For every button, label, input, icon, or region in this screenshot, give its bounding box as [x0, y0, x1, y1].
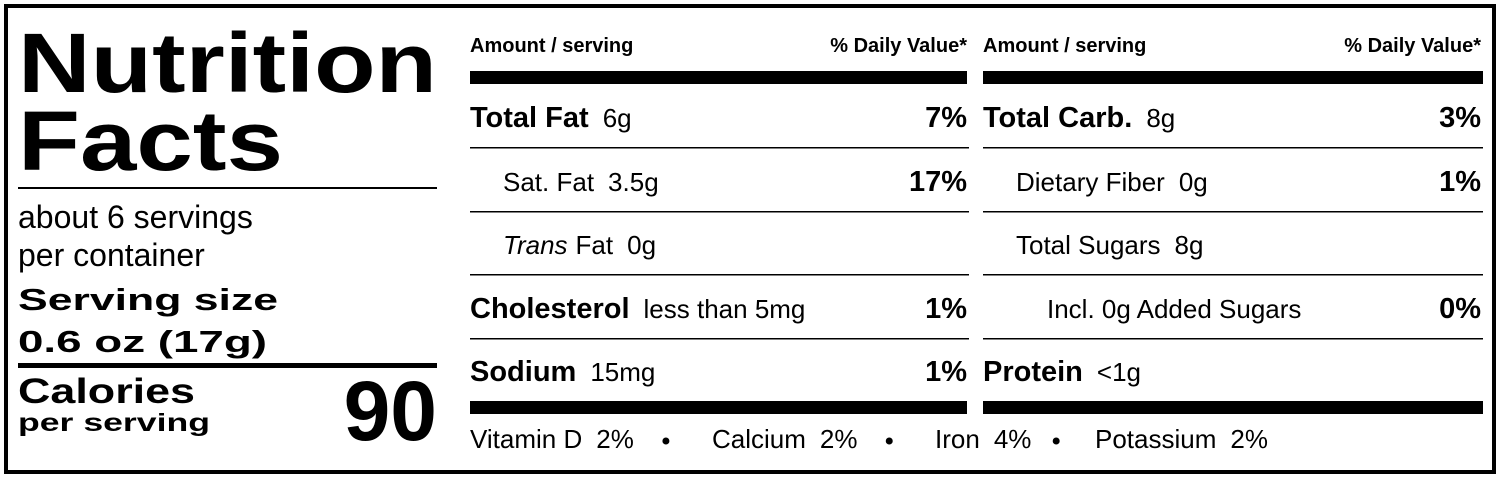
row-divider [983, 274, 1483, 276]
row-divider [983, 338, 1483, 340]
calories-label: Calories [18, 372, 195, 411]
vitamin-name: Iron [935, 424, 980, 454]
row-divider [470, 147, 969, 149]
calories-sublabel: per serving [18, 409, 210, 437]
vitamin-name: Calcium [712, 424, 806, 454]
nutrient-row: Sodium 15mg [470, 356, 655, 388]
nutrient-dv: 1% [925, 356, 967, 388]
amount-header: Amount / serving [470, 35, 633, 57]
nutrient-amount: 0g [627, 230, 656, 260]
nutrient-row: Total Fat 6g [470, 102, 632, 134]
nutrient-name: Sat. Fat [503, 167, 595, 197]
row-divider [470, 211, 969, 213]
nutrient-amount: 15mg [590, 357, 655, 387]
row-divider [470, 274, 969, 276]
nutrient-amount: 8g [1146, 103, 1175, 133]
serving-size-label: Serving size [18, 282, 278, 317]
nutrient-dv: 17% [909, 166, 967, 198]
bullet [1052, 437, 1060, 445]
servings-text: per container [18, 237, 205, 273]
row-divider [983, 211, 1483, 213]
servings-text: about 6 servings [18, 199, 253, 235]
nutrient-name: Incl. 0g Added Sugars [1047, 294, 1301, 324]
thick-bar [983, 71, 1483, 84]
nutrient-dv: 7% [925, 102, 967, 134]
nutrient-name: Sodium [470, 356, 576, 388]
nutrient-dv: 1% [1439, 166, 1481, 198]
divider [18, 363, 437, 368]
nutrient-dv: 3% [1439, 102, 1481, 134]
vitamin-item: Iron 4% [935, 424, 1031, 454]
nutrient-row: Trans Fat 0g [503, 230, 656, 260]
divider [18, 187, 437, 189]
nutrient-row: Protein <1g [983, 356, 1141, 388]
vitamin-dv: 2% [1230, 424, 1268, 454]
nutrient-row: Incl. 0g Added Sugars [1047, 294, 1301, 324]
vitamin-dv: 4% [994, 424, 1032, 454]
nutrient-name: Total Fat [470, 102, 589, 134]
nutrient-amount: 0g [1179, 167, 1208, 197]
vitamin-name: Potassium [1095, 424, 1216, 454]
nutrient-name: Protein [983, 356, 1083, 388]
row-divider [983, 147, 1483, 149]
vitamin-dv: 2% [820, 424, 858, 454]
nutrient-row: Total Sugars 8g [1016, 230, 1203, 260]
row-divider [470, 338, 969, 340]
dv-header: % Daily Value* [1344, 35, 1481, 57]
title: Facts [18, 94, 283, 188]
nutrient-prefix: Trans [503, 230, 568, 260]
nutrient-name: Fat [576, 230, 614, 260]
title: Nutrition [18, 16, 437, 110]
bullet [662, 437, 670, 445]
thick-bar [470, 401, 967, 414]
nutrient-amount: less than 5mg [644, 294, 806, 324]
nutrient-row: Dietary Fiber 0g [1016, 167, 1208, 197]
thick-bar [983, 401, 1483, 414]
nutrient-dv: 0% [1439, 293, 1481, 325]
bullet [885, 437, 893, 445]
nutrient-row: Total Carb. 8g [983, 102, 1175, 134]
calories-value: 90 [344, 364, 437, 458]
nutrient-name: Total Carb. [983, 102, 1132, 134]
nutrient-dv: 1% [925, 293, 967, 325]
nutrient-amount: 3.5g [608, 167, 659, 197]
nutrient-amount: 6g [603, 103, 632, 133]
dv-header: % Daily Value* [830, 35, 967, 57]
nutrient-row: Cholesterol less than 5mg [470, 293, 805, 325]
vitamin-dv: 2% [596, 424, 634, 454]
thick-bar [470, 71, 967, 84]
vitamin-item: Calcium 2% [712, 424, 858, 454]
nutrient-name: Dietary Fiber [1016, 167, 1165, 197]
nutrient-name: Total Sugars [1016, 230, 1161, 260]
amount-header: Amount / serving [983, 35, 1146, 57]
label-border [4, 4, 1496, 474]
nutrient-row: Sat. Fat 3.5g [503, 167, 659, 197]
nutrient-name: Cholesterol [470, 293, 630, 325]
nutrient-amount: <1g [1097, 357, 1141, 387]
serving-size-value: 0.6 oz (17g) [18, 324, 267, 359]
vitamin-item: Potassium 2% [1095, 424, 1268, 454]
vitamin-name: Vitamin D [470, 424, 582, 454]
vitamin-item: Vitamin D 2% [470, 424, 634, 454]
nutrient-amount: 8g [1175, 230, 1204, 260]
